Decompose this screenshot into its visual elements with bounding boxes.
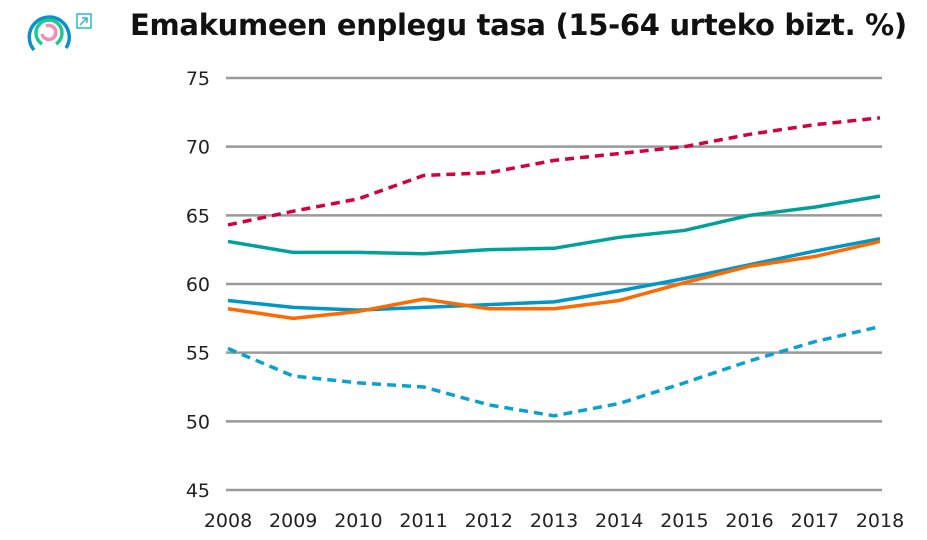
x-tick-label: 2012 [465,510,513,532]
series-line-5 [227,324,881,418]
x-tick-label: 2018 [856,510,904,532]
y-tick-label: 65 [186,205,210,227]
x-tick-label: 2009 [269,510,317,532]
x-tick-label: 2013 [530,510,578,532]
x-tick-label: 2016 [725,510,773,532]
series-line-3 [227,236,881,312]
circular-logo-icon [27,15,71,52]
x-tick-label: 2010 [334,510,382,532]
x-tick-label: 2011 [399,510,447,532]
y-tick-label: 55 [186,343,210,365]
x-tick-label: 2008 [204,510,252,532]
external-link-icon[interactable] [76,13,92,29]
y-tick-label: 45 [186,480,210,502]
series-line-1 [227,116,881,227]
series-line-4 [227,239,881,321]
chart-title: Emakumeen enplegu tasa (15-64 urteko biz… [130,8,907,42]
x-tick-label: 2015 [660,510,708,532]
x-tick-label: 2014 [595,510,643,532]
series-line-2 [227,194,881,256]
y-tick-label: 60 [186,274,210,296]
y-tick-label: 50 [186,411,210,433]
y-tick-label: 75 [186,68,210,90]
y-tick-label: 70 [186,137,210,159]
x-tick-label: 2017 [791,510,839,532]
